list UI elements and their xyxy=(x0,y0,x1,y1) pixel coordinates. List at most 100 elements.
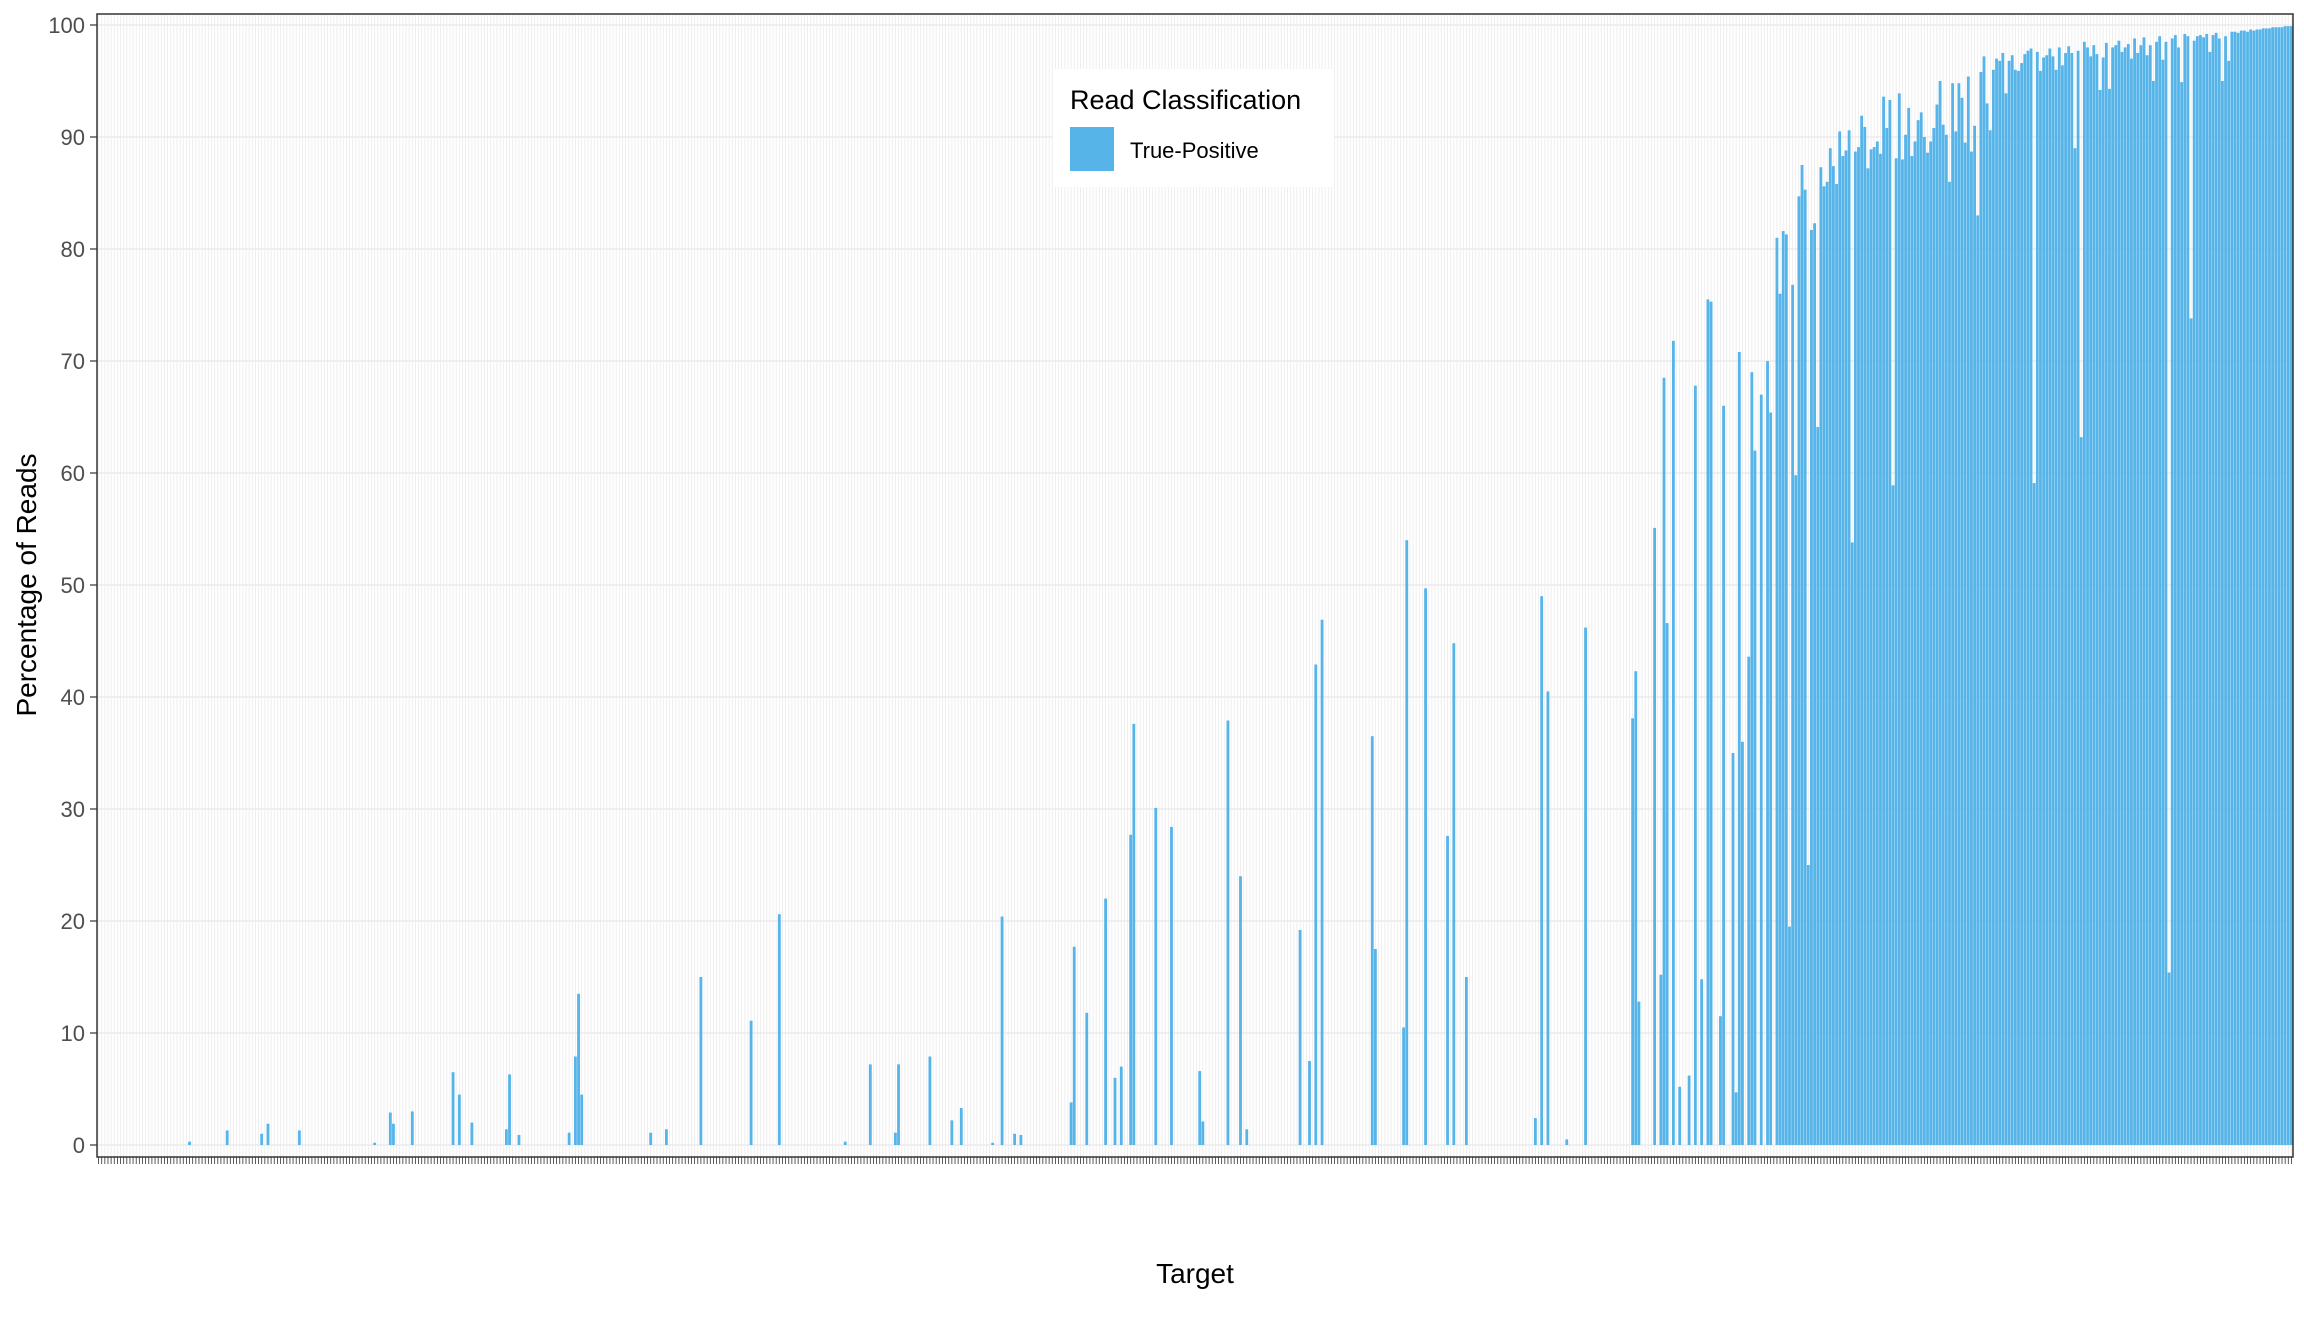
bar xyxy=(2214,32,2218,1146)
bar xyxy=(1687,1075,1691,1145)
bar xyxy=(1800,165,1804,1145)
bar xyxy=(2104,42,2108,1145)
bar xyxy=(1452,643,1456,1145)
bar xyxy=(1113,1077,1117,1145)
bar xyxy=(1373,949,1377,1145)
bar xyxy=(2164,41,2168,1145)
bar xyxy=(508,1074,511,1145)
bar xyxy=(1831,166,1835,1145)
bar xyxy=(1879,153,1882,1146)
bar xyxy=(1822,186,1826,1145)
bar xyxy=(1995,58,1998,1146)
bar xyxy=(1706,299,1710,1145)
bar xyxy=(868,1064,872,1145)
bar xyxy=(1954,131,1958,1145)
bar xyxy=(2230,31,2234,1146)
y-tick-label: 0 xyxy=(73,1133,85,1158)
bar xyxy=(1239,876,1242,1145)
bar xyxy=(2246,31,2249,1146)
bar xyxy=(1402,1027,1406,1145)
bar xyxy=(2221,81,2224,1145)
bar xyxy=(2013,69,2017,1145)
bar xyxy=(392,1123,395,1145)
bar xyxy=(2286,26,2290,1146)
bar xyxy=(1806,865,1810,1145)
bar xyxy=(1584,627,1587,1145)
bar xyxy=(1734,1092,1738,1145)
bar xyxy=(2158,36,2162,1146)
bar xyxy=(1069,1102,1073,1145)
bar xyxy=(1944,134,1948,1145)
bar xyxy=(266,1123,270,1145)
bar xyxy=(1781,231,1785,1145)
bar xyxy=(2108,88,2111,1146)
y-axis-title: Percentage of Reads xyxy=(11,453,42,716)
bar xyxy=(297,1130,301,1145)
bar xyxy=(1154,807,1158,1145)
bar xyxy=(1872,147,1876,1145)
bar xyxy=(2133,38,2136,1146)
bar xyxy=(1085,1012,1089,1145)
bar xyxy=(2211,35,2215,1146)
bar xyxy=(1659,974,1663,1145)
bar xyxy=(1885,128,1889,1146)
bar xyxy=(1784,234,1788,1145)
bar xyxy=(2123,47,2127,1145)
bar xyxy=(2001,53,2005,1145)
bar xyxy=(2258,29,2262,1146)
bar xyxy=(2277,27,2281,1146)
bar xyxy=(1019,1134,1023,1145)
bar xyxy=(1901,159,1904,1145)
bar xyxy=(2280,27,2284,1146)
bar xyxy=(777,914,781,1145)
bar xyxy=(1245,1129,1249,1145)
bar xyxy=(574,1056,577,1145)
bar xyxy=(2032,483,2036,1146)
bar xyxy=(1897,93,1901,1146)
bar xyxy=(1894,158,1898,1145)
bar xyxy=(1998,60,2002,1146)
y-tick-marks xyxy=(90,24,97,1146)
bar xyxy=(2227,60,2231,1146)
bar xyxy=(2029,48,2033,1145)
bar xyxy=(2151,81,2155,1145)
bar xyxy=(1750,372,1754,1145)
bar xyxy=(2139,45,2143,1145)
bar xyxy=(1926,152,1929,1145)
y-tick-label: 60 xyxy=(61,461,85,486)
bar xyxy=(1797,196,1801,1146)
bar xyxy=(1932,128,1936,1146)
bar xyxy=(2076,50,2080,1145)
bar xyxy=(388,1112,392,1145)
bar xyxy=(1860,115,1864,1146)
bar xyxy=(2004,93,2008,1146)
bar xyxy=(1775,237,1779,1146)
bar xyxy=(1919,112,1923,1146)
bar xyxy=(1370,736,1374,1145)
y-tick-labels: 0 10 20 30 40 50 60 70 80 90 100 xyxy=(48,13,85,1158)
bar xyxy=(1424,588,1427,1145)
bar xyxy=(470,1122,474,1145)
bars xyxy=(188,26,2293,1146)
bar xyxy=(2054,69,2058,1145)
bar xyxy=(1963,142,1967,1146)
bar xyxy=(1709,301,1713,1145)
bar xyxy=(1904,134,1907,1145)
bar xyxy=(1747,656,1751,1145)
x-axis-title: Target xyxy=(1156,1258,1234,1289)
bar xyxy=(1850,542,1854,1145)
bar xyxy=(1866,168,1870,1146)
bar xyxy=(991,1142,995,1145)
bar xyxy=(2249,29,2253,1146)
bar xyxy=(2283,26,2287,1146)
bar xyxy=(2095,54,2099,1146)
bar xyxy=(567,1132,571,1145)
bar xyxy=(373,1142,377,1145)
y-tick-label: 40 xyxy=(61,685,85,710)
bar xyxy=(1722,405,1726,1145)
bar xyxy=(1988,130,1992,1145)
bar xyxy=(2233,31,2237,1146)
bar xyxy=(1731,753,1735,1145)
bar xyxy=(2242,30,2246,1146)
bar xyxy=(1298,929,1302,1145)
